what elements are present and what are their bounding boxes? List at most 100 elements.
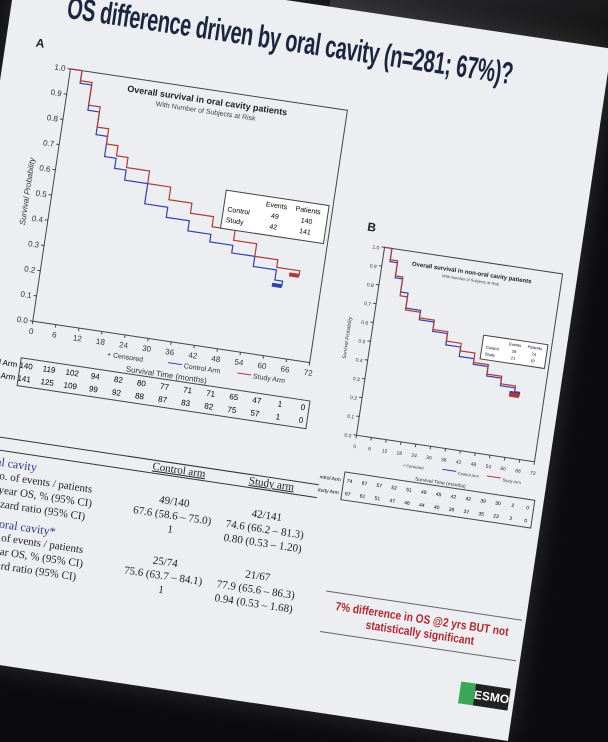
at-risk-count: 47 <box>389 498 396 505</box>
at-risk-count: 141 <box>17 374 32 385</box>
legend-item: Study Arm <box>502 477 522 485</box>
at-risk-count: 71 <box>206 389 217 399</box>
x-tick-label: 54 <box>234 357 245 367</box>
at-risk-count: 87 <box>158 395 169 405</box>
at-risk-count: 0 <box>524 518 528 524</box>
at-risk-count: 42 <box>465 496 472 503</box>
at-risk-count: 49 <box>421 489 428 496</box>
y-tick-label: 0.3 <box>352 376 360 383</box>
y-tick-label: 0.5 <box>358 339 366 346</box>
y-tick-label: 0.6 <box>361 320 369 327</box>
at-risk-count: 30 <box>495 501 502 508</box>
at-risk-count: 99 <box>88 384 99 394</box>
y-axis-label: Survival Probability <box>342 316 354 359</box>
legend-censored: + Censored <box>106 352 143 364</box>
y-tick-label: 0.1 <box>20 290 33 301</box>
y-tick-label: 1.0 <box>372 245 380 252</box>
esmo-logo: ESMO <box>458 681 511 710</box>
summary-patients: 141 <box>299 228 312 237</box>
legend-line <box>442 469 456 471</box>
at-risk-count: 2 <box>509 516 513 522</box>
y-tick-label: 0.9 <box>369 263 377 270</box>
at-risk-count: 37 <box>463 509 470 516</box>
x-tick-label: 12 <box>381 448 388 455</box>
at-risk-count: 82 <box>113 375 124 385</box>
censor-marks <box>272 283 282 288</box>
at-risk-count: 71 <box>183 385 194 395</box>
at-risk-count: 119 <box>42 364 56 375</box>
x-tick-label: 0 <box>28 327 34 337</box>
at-risk-count: 0 <box>526 505 530 511</box>
x-tick-label: 66 <box>515 468 522 475</box>
at-risk-count: 0 <box>300 403 306 413</box>
x-tick-label: 36 <box>441 457 448 464</box>
at-risk-count: 1 <box>277 399 283 409</box>
at-risk-count: 45 <box>435 492 442 499</box>
at-risk-count: 67 <box>344 491 351 498</box>
x-tick-label: 24 <box>411 453 418 460</box>
at-risk-count: 88 <box>134 391 145 401</box>
legend-line <box>237 373 251 375</box>
at-risk-count: 94 <box>90 371 101 381</box>
y-tick-label: 0.1 <box>347 414 355 421</box>
x-tick-label: 24 <box>118 340 129 350</box>
legend-item: Control Arm <box>458 471 480 479</box>
y-tick-label: 0.2 <box>24 264 37 275</box>
x-tick-label: 12 <box>72 333 83 343</box>
x-tick-label: 0 <box>353 444 357 450</box>
censor-marks <box>289 272 299 277</box>
x-tick-label: 66 <box>280 364 291 374</box>
x-tick-label: 42 <box>188 351 199 361</box>
x-tick-label: 54 <box>485 464 492 471</box>
summary-events: 49 <box>270 213 279 221</box>
at-risk-count: 102 <box>65 368 80 379</box>
at-risk-count: 42 <box>450 494 457 501</box>
x-tick-label: 42 <box>455 459 462 466</box>
y-tick-label: 0.4 <box>31 214 44 225</box>
at-risk-count: 67 <box>361 481 368 488</box>
x-tick-label: 30 <box>142 344 153 354</box>
x-tick-label: 60 <box>500 466 507 473</box>
y-tick-label: 0.7 <box>364 301 372 308</box>
x-tick-label: 6 <box>51 330 57 340</box>
y-tick-label: 0.7 <box>42 138 55 149</box>
at-risk-count: 77 <box>159 382 170 392</box>
at-risk-count: 61 <box>359 493 366 500</box>
at-risk-count: 65 <box>229 392 240 402</box>
at-risk-count: 75 <box>227 405 238 415</box>
y-tick-label: 0.2 <box>350 395 358 402</box>
summary-events: 42 <box>269 224 278 232</box>
x-tick-label: 72 <box>530 470 537 477</box>
at-risk-count: 74 <box>346 478 353 485</box>
at-risk-count: 1 <box>275 412 281 422</box>
x-tick-label: 48 <box>470 461 477 468</box>
x-tick-label: 36 <box>165 347 176 357</box>
at-risk-count: 39 <box>480 498 487 505</box>
at-risk-count: 51 <box>406 487 413 494</box>
logo-text: ESMO <box>472 684 510 711</box>
at-risk-count: 47 <box>252 396 263 406</box>
x-tick-label: 60 <box>257 361 268 371</box>
y-tick-label: 0.8 <box>366 282 374 289</box>
at-risk-label: Study Arm <box>0 368 16 382</box>
y-tick-label: 0.8 <box>46 113 59 124</box>
at-risk-count: 51 <box>374 496 381 503</box>
y-tick-label: 0.3 <box>27 239 40 250</box>
callout-box: 7% difference in OS @2 yrs BUT not stati… <box>320 590 522 661</box>
at-risk-count: 140 <box>19 361 34 372</box>
at-risk-count: 46 <box>404 500 411 507</box>
km-chart-oral-cavity: Overall survival in oral cavity patients… <box>0 41 372 470</box>
legend-censored: + Censored <box>403 462 424 470</box>
at-risk-count: 23 <box>493 513 500 520</box>
at-risk-count: 109 <box>63 380 78 391</box>
at-risk-count: 57 <box>376 483 383 490</box>
at-risk-count: 44 <box>419 502 426 509</box>
x-tick-label: 30 <box>426 455 433 462</box>
x-tick-label: 18 <box>396 450 403 457</box>
at-risk-count: 2 <box>511 503 515 509</box>
x-tick-label: 48 <box>211 354 222 364</box>
at-risk-count: 0 <box>298 416 304 426</box>
y-tick-label: 0.0 <box>16 315 29 326</box>
at-risk-count: 80 <box>136 378 147 388</box>
